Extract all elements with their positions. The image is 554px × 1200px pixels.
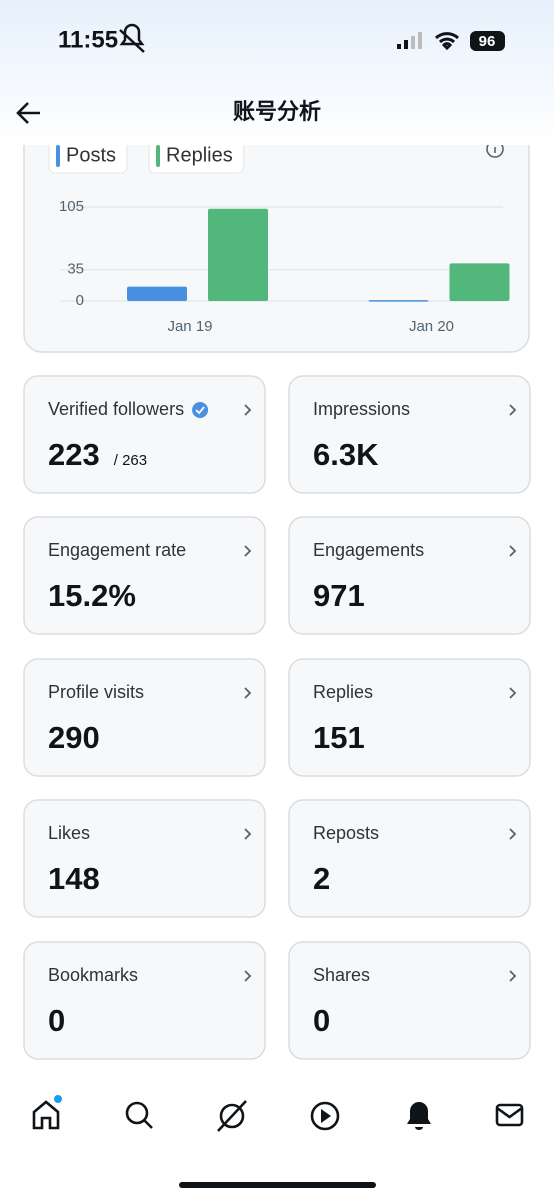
card-bg bbox=[288, 799, 531, 918]
grok-slash bbox=[217, 1100, 247, 1132]
search-handle bbox=[143, 1119, 153, 1129]
card-label: Engagements bbox=[313, 540, 424, 560]
chevron bbox=[509, 687, 517, 699]
wifi-icon bbox=[434, 32, 460, 51]
card-bg bbox=[23, 941, 266, 1060]
mute-icon bbox=[119, 23, 145, 53]
chevron bbox=[244, 545, 252, 557]
messages-tab[interactable] bbox=[495, 1103, 524, 1127]
card-label: Verified followers bbox=[48, 399, 184, 419]
bottom-nav bbox=[32, 1095, 524, 1132]
card-value: 223 bbox=[48, 437, 100, 472]
card-value: 0 bbox=[48, 1003, 65, 1038]
home-indicator bbox=[179, 1182, 376, 1188]
chevron bbox=[244, 970, 252, 982]
battery bbox=[470, 31, 505, 51]
legend-swatch bbox=[56, 145, 60, 167]
card-label: Shares bbox=[313, 965, 370, 985]
chevron bbox=[244, 687, 252, 699]
card-label: Profile visits bbox=[48, 682, 144, 702]
search-tab[interactable] bbox=[125, 1101, 149, 1125]
card-bg bbox=[288, 375, 531, 494]
card-bg bbox=[288, 658, 531, 777]
card-bg bbox=[23, 516, 266, 635]
card-label: Reposts bbox=[313, 823, 379, 843]
video-tab[interactable] bbox=[310, 1101, 340, 1131]
card-value: 290 bbox=[48, 720, 100, 755]
card-value: 971 bbox=[313, 578, 365, 613]
back-button[interactable] bbox=[16, 102, 40, 124]
metric-card[interactable]: Bookmarks 0 bbox=[23, 941, 266, 1060]
legend-swatch bbox=[156, 145, 160, 167]
envelope-flap bbox=[496, 1106, 523, 1119]
content: Posts Replies 0 35 105 Jan 19 Jan 20 Verified f… bbox=[23, 99, 531, 1060]
y-tick-label: 105 bbox=[59, 198, 84, 215]
card-label: Bookmarks bbox=[48, 965, 138, 985]
metric-card[interactable]: Impressions 6.3K bbox=[288, 375, 531, 494]
chevron bbox=[509, 545, 517, 557]
metric-card[interactable]: Replies 151 bbox=[288, 658, 531, 777]
card-label: Impressions bbox=[313, 399, 410, 419]
notifications-tab[interactable] bbox=[407, 1102, 431, 1130]
metric-card[interactable]: Profile visits 290 bbox=[23, 658, 266, 777]
card-bg bbox=[23, 658, 266, 777]
header-title: 账号分析 bbox=[233, 99, 321, 124]
card-value: 0 bbox=[313, 1003, 330, 1038]
chevron bbox=[244, 404, 252, 416]
metric-card[interactable]: Reposts 2 bbox=[288, 799, 531, 918]
battery-level: 96 bbox=[479, 33, 496, 50]
chevron bbox=[244, 828, 252, 840]
y-tick-label: 35 bbox=[67, 261, 84, 278]
card-bg bbox=[23, 375, 266, 494]
card-sub: / 263 bbox=[114, 452, 147, 469]
x-tick-label: Jan 19 bbox=[167, 318, 212, 335]
metric-card[interactable]: Verified followers 223 / 263 bbox=[23, 375, 266, 494]
metric-card[interactable]: Shares 0 bbox=[288, 941, 531, 1060]
badge-check bbox=[195, 406, 205, 415]
card-value: 148 bbox=[48, 861, 100, 896]
card-label: Likes bbox=[48, 823, 90, 843]
x-tick-label: Jan 20 bbox=[409, 318, 454, 335]
legend-label: Replies bbox=[166, 144, 233, 166]
home-dot bbox=[54, 1095, 62, 1103]
y-tick-label: 0 bbox=[76, 292, 84, 309]
verified-badge bbox=[192, 402, 209, 418]
metric-card[interactable]: Engagements 971 bbox=[288, 516, 531, 635]
bar bbox=[127, 286, 187, 301]
play-icon bbox=[321, 1109, 331, 1123]
card-bg bbox=[23, 799, 266, 918]
card-label: Engagement rate bbox=[48, 540, 186, 560]
legend-label: Posts bbox=[66, 144, 116, 166]
chevron bbox=[509, 828, 517, 840]
card-bg bbox=[288, 516, 531, 635]
bar bbox=[208, 208, 268, 301]
card-value: 2 bbox=[313, 861, 330, 896]
card-value: 6.3K bbox=[313, 437, 379, 472]
chevron bbox=[509, 970, 517, 982]
signal-icon bbox=[397, 32, 422, 49]
grok-tab[interactable] bbox=[219, 1103, 245, 1129]
chevron bbox=[509, 404, 517, 416]
card-value: 151 bbox=[313, 720, 365, 755]
metric-card[interactable]: Likes 148 bbox=[23, 799, 266, 918]
metric-card[interactable]: Engagement rate 15.2% bbox=[23, 516, 266, 635]
bar bbox=[449, 263, 510, 301]
home-tab[interactable] bbox=[32, 1100, 60, 1130]
status-time: 11:55 bbox=[58, 26, 118, 53]
bar bbox=[368, 300, 429, 302]
card-bg bbox=[288, 941, 531, 1060]
top-bar-bg bbox=[0, 0, 554, 145]
card-value: 15.2% bbox=[48, 578, 136, 613]
card-label: Replies bbox=[313, 682, 373, 702]
